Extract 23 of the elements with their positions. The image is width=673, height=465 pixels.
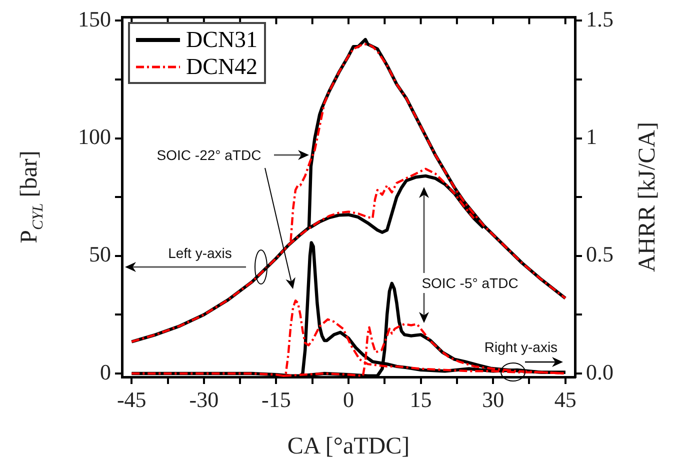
x-tick-label: -30 xyxy=(189,386,219,412)
annotation: Left y-axis xyxy=(168,245,232,261)
y2-tick-label: 1 xyxy=(586,124,597,150)
legend-label: DCN31 xyxy=(186,26,258,53)
annotation: SOIC -22° aTDC xyxy=(156,147,262,163)
y2-tick-label: 0.0 xyxy=(586,359,614,384)
x-tick-label: 15 xyxy=(410,386,432,412)
x-tick-label: -45 xyxy=(116,386,146,412)
y2-tick-label: 1.5 xyxy=(586,6,614,32)
y-tick-label: 100 xyxy=(78,124,111,150)
y-tick-label: 50 xyxy=(89,242,111,267)
annotation: Right y-axis xyxy=(484,339,558,355)
x-axis-title: CA [°aTDC] xyxy=(287,434,410,460)
y-tick-label: 150 xyxy=(78,6,111,32)
x-tick-label: 30 xyxy=(482,386,504,412)
y2-tick-label: 0.5 xyxy=(586,242,614,267)
y2-axis-title: AHRR [kJ/CA] xyxy=(634,122,662,272)
x-tick-label: 45 xyxy=(554,386,576,412)
x-tick-label: 0 xyxy=(343,386,354,412)
annotation: SOIC -5° aTDC xyxy=(422,275,518,291)
x-tick-label: -15 xyxy=(262,386,291,412)
legend-label: DCN42 xyxy=(186,53,258,80)
y-tick-label: 0 xyxy=(100,359,111,384)
